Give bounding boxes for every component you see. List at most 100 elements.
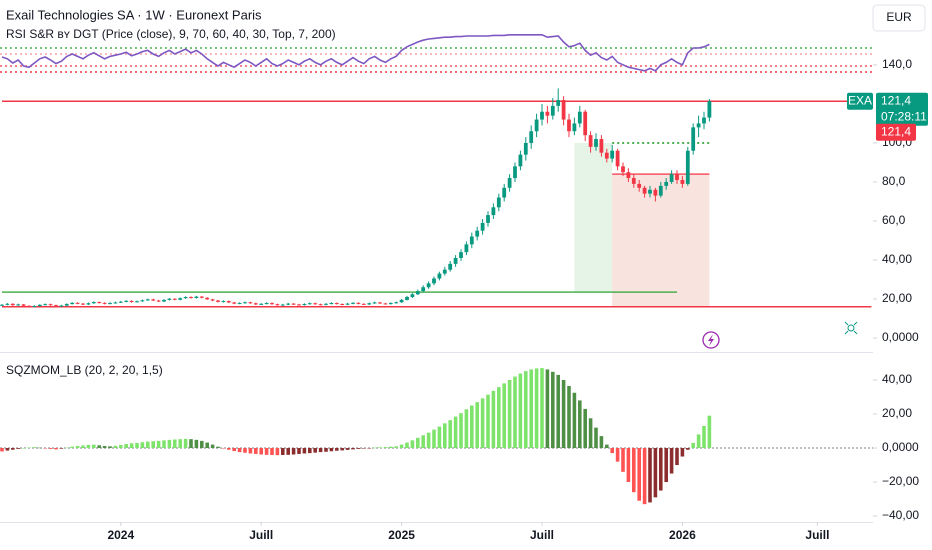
momentum-bar	[372, 447, 377, 449]
momentum-bar	[637, 448, 641, 501]
momentum-bar	[470, 405, 474, 449]
momentum-bar	[162, 440, 166, 449]
candle-body	[329, 303, 334, 305]
momentum-bar	[129, 443, 134, 449]
candle-body	[702, 117, 706, 124]
momentum-bar	[421, 435, 425, 449]
candle-body	[216, 300, 220, 302]
momentum-bar	[113, 445, 118, 449]
currency-box[interactable]	[872, 4, 926, 32]
candle-body	[518, 154, 523, 167]
candle-body	[307, 303, 312, 305]
momentum-bar	[432, 429, 436, 449]
candle-body	[54, 305, 58, 307]
momentum-bar	[410, 440, 415, 449]
candle-body	[405, 297, 409, 300]
momentum-bar	[156, 440, 161, 449]
candle-body	[631, 178, 636, 184]
candle-body	[669, 174, 674, 182]
candle-body	[545, 111, 550, 116]
momentum-bar	[551, 371, 555, 449]
momentum-bar	[648, 448, 652, 503]
candle-body	[415, 291, 420, 295]
momentum-bar	[318, 448, 323, 453]
candle-body	[59, 305, 64, 307]
momentum-bar	[545, 369, 550, 449]
momentum-bar	[173, 439, 177, 449]
candle-body	[410, 294, 415, 298]
momentum-bar	[243, 448, 247, 453]
candle-body	[372, 302, 377, 304]
candle-body	[594, 139, 598, 147]
candle-body	[232, 302, 237, 304]
last-price: 121,4	[881, 93, 911, 107]
momentum-bar	[59, 448, 64, 449]
candle-body	[480, 222, 485, 231]
candle-body	[248, 302, 253, 304]
momentum-bar	[356, 448, 361, 449]
candle-body	[221, 301, 226, 303]
candle-body	[86, 303, 91, 305]
momentum-bar	[497, 387, 501, 449]
candle-body	[675, 174, 679, 180]
currency[interactable]: EUR	[886, 10, 912, 24]
candle-body	[361, 303, 366, 305]
candle-body	[599, 139, 604, 153]
momentum-bar	[572, 392, 577, 449]
candle-body	[523, 142, 528, 155]
candle-body	[140, 300, 145, 302]
candle-body	[442, 269, 447, 274]
x-tick-label: 2026	[669, 528, 696, 542]
momentum-bar	[119, 444, 123, 449]
chart-title: Exail Technologies SA · 1W · Euronext Pa…	[6, 7, 262, 22]
y-tick-label: 60,0	[882, 213, 906, 227]
x-tick-label: Juill	[805, 528, 829, 542]
candle-body	[113, 302, 118, 304]
candle-body	[696, 123, 701, 128]
momentum-bar	[475, 402, 479, 449]
momentum-bar	[200, 440, 204, 449]
candle-body	[81, 303, 85, 305]
icon-sun	[844, 321, 858, 335]
momentum-bar	[383, 447, 388, 449]
momentum-bar	[556, 374, 560, 449]
momentum-bar	[259, 448, 263, 455]
momentum-bar	[345, 448, 350, 450]
candle-body	[102, 302, 107, 304]
candle-body	[318, 304, 323, 306]
momentum-bar	[367, 448, 371, 449]
candle-body	[178, 298, 183, 300]
momentum-bar	[135, 442, 139, 449]
candle-body	[172, 298, 177, 300]
candle-body	[577, 111, 582, 124]
candle-body	[588, 135, 593, 147]
candle-body	[707, 101, 712, 118]
momentum-bar	[416, 437, 420, 449]
candle-body	[91, 302, 96, 304]
candle-body	[210, 299, 215, 301]
momentum-title: SQZMOM_LB (20, 2, 20, 1,5)	[6, 363, 163, 377]
momentum-bar	[702, 425, 706, 449]
candle-body	[437, 273, 442, 279]
momentum-bar	[691, 442, 695, 449]
momentum-bar	[146, 441, 150, 449]
momentum-bar	[340, 448, 344, 451]
momentum-bar	[642, 448, 647, 505]
momentum-bar	[626, 448, 631, 483]
momentum-bar	[578, 400, 582, 449]
candle-body	[626, 172, 631, 179]
candle-body	[388, 303, 393, 305]
momentum-bar	[102, 445, 107, 449]
candle-body	[145, 299, 150, 301]
momentum-bar	[507, 379, 512, 449]
momentum-bar	[707, 415, 712, 449]
momentum-bar	[108, 446, 112, 449]
candle-body	[37, 304, 42, 306]
candle-body	[448, 263, 453, 270]
candle-body	[297, 304, 301, 306]
candle-body	[302, 304, 307, 306]
candle-body	[27, 305, 31, 307]
candle-body	[70, 302, 75, 305]
icon-bolt[interactable]	[702, 331, 720, 349]
momentum-bar	[75, 445, 80, 449]
